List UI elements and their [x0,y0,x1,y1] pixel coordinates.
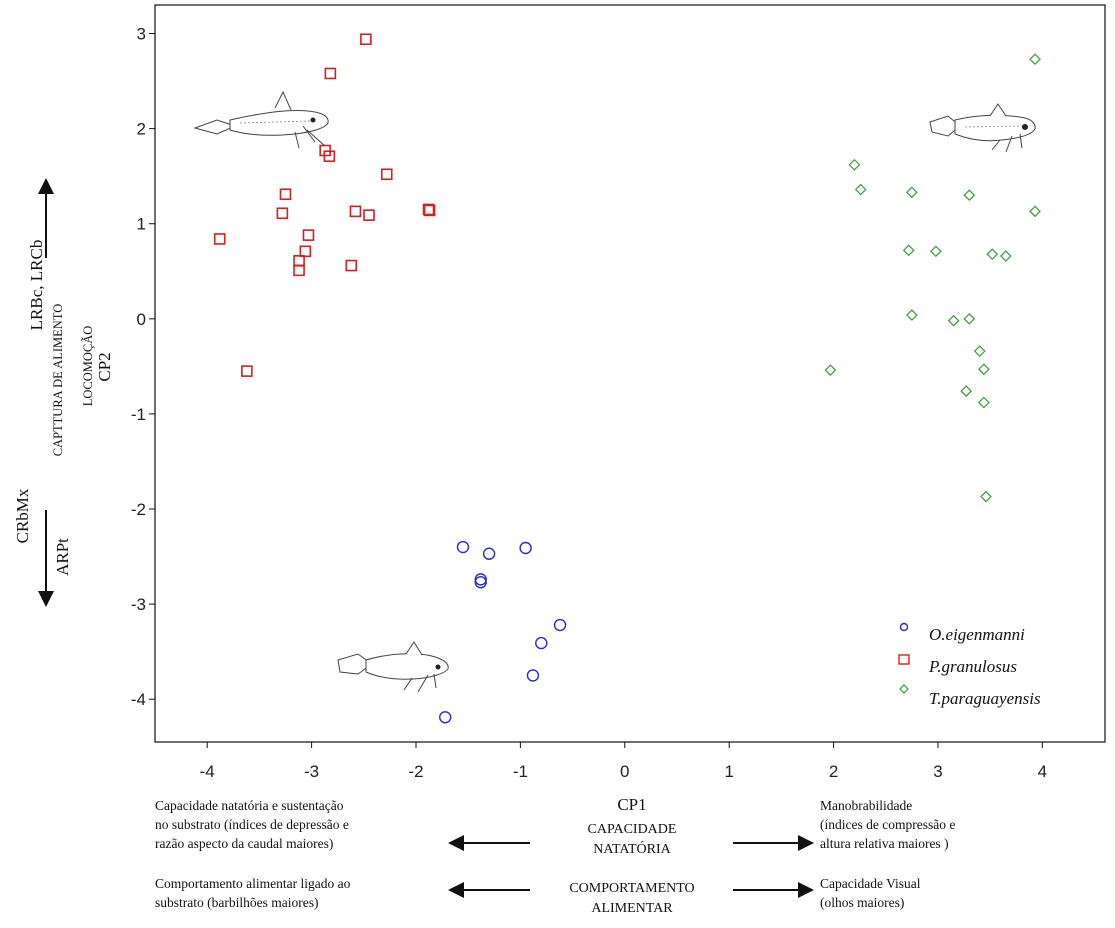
point-t-paraguayensis [930,245,942,258]
point-o-eigenmanni [519,541,532,555]
legend-label-o-eigenmanni: O.eigenmanni [929,625,1025,644]
point-t-paraguayensis [848,158,861,171]
point-p-granulosus [423,204,436,217]
point-o-eigenmanni [456,540,470,554]
x-alimentar-line2: ALIMENTAR [591,901,673,916]
point-p-granulosus [360,33,372,46]
point-o-eigenmanni [474,573,487,586]
y-axis-labels: LRBc, LRCb CAPTTURA DE ALIMENTO LOCOMOÇÃ… [13,178,114,607]
x-natatoria-line2: NATATÓRIA [593,842,671,857]
y-tick-label: 0 [137,310,146,329]
y-captura-label: CAPTTURA DE ALIMENTO [51,304,65,457]
y-tick-label: 3 [137,25,146,44]
x-tick-label: 2 [829,762,838,781]
y-tick-label: -3 [131,595,146,614]
point-o-eigenmanni [526,669,540,682]
catfish-icon-green-group [929,103,1036,153]
axis-ticks: -4 -3 -2 -1 0 1 2 3 4 3 2 1 0 -1 -2 -3 -4 [131,25,1047,781]
x-tick-label: 3 [933,762,942,781]
y-tick-label: 2 [137,120,146,139]
point-t-paraguayensis [902,244,915,257]
legend-marker-t-paraguayensis [899,684,909,694]
x-tick-label: 4 [1038,762,1047,781]
point-t-paraguayensis [906,309,918,321]
x-axis-arrows [448,835,814,898]
point-p-granulosus [213,233,226,245]
point-t-paraguayensis [978,396,990,409]
y-tick-label: -1 [131,405,146,424]
point-p-granulosus [324,67,337,80]
x-tick-label: -4 [200,762,215,781]
y-axis-title: CP2 [95,352,114,381]
x-tick-label: -3 [304,762,319,781]
point-p-granulosus [302,229,315,241]
catfish-icon-red-group [193,90,329,149]
point-p-granulosus [380,168,393,181]
point-t-paraguayensis [1029,205,1041,218]
point-o-eigenmanni [535,636,548,650]
note-swimming-capacity: Capacidade natatória e sustentação no su… [155,798,349,851]
x-tick-label: 0 [620,762,629,781]
y-tick-label: -2 [131,500,146,519]
point-p-granulosus [363,209,375,221]
legend-marker-o-eigenmanni [899,622,909,632]
point-t-paraguayensis [973,345,986,358]
point-t-paraguayensis [1029,53,1041,66]
point-t-paraguayensis [978,363,990,376]
y-bottom-label-1: CRbMx [13,488,32,543]
point-t-paraguayensis [854,183,867,196]
note-visual-capacity: Capacidade Visual (olhos maiores) [820,876,921,910]
legend-label-t-paraguayensis: T.paraguayensis [929,689,1041,708]
plot-frame [154,4,1106,743]
point-t-paraguayensis [963,312,976,325]
catfish-icon-blue-group [337,641,449,693]
point-o-eigenmanni [553,618,567,632]
point-t-paraguayensis [986,248,999,261]
note-maneuverability: Manobrabilidade (índices de compressão e… [820,798,956,851]
y-top-arrow-label: LRBc, LRCb [27,240,46,331]
point-t-paraguayensis [963,189,976,202]
point-t-paraguayensis [960,385,973,397]
point-t-paraguayensis [824,364,837,377]
legend-label-p-granulosus: P.granulosus [928,657,1017,676]
point-p-granulosus [345,259,358,272]
legend-marker-p-granulosus [898,654,910,665]
point-p-granulosus [279,188,292,201]
point-o-eigenmanni [474,576,487,589]
note-feeding-behaviour: Comportamento alimentar ligado ao substr… [155,876,351,910]
point-p-granulosus [293,255,305,267]
x-alimentar-line1: COMPORTAMENTO [569,881,695,896]
point-p-granulosus [293,264,305,277]
y-tick-label: -4 [131,690,146,709]
x-tick-label: 1 [724,762,733,781]
x-tick-label: -2 [408,762,423,781]
point-p-granulosus [422,203,435,216]
point-o-eigenmanni [482,547,496,560]
point-o-eigenmanni [439,711,452,724]
x-natatoria-line1: CAPACIDADE [587,822,677,837]
y-tick-label: 1 [137,215,146,234]
point-t-paraguayensis [947,314,960,327]
x-axis-title: CP1 [617,795,647,814]
point-p-granulosus [323,150,336,163]
point-p-granulosus [241,365,253,377]
legend: O.eigenmanni P.granulosus T.paraguayensi… [898,622,1041,708]
point-p-granulosus [276,207,289,220]
point-p-granulosus [299,245,312,258]
x-tick-label: -1 [513,762,528,781]
y-bottom-label-2: ARPt [53,538,72,576]
point-t-paraguayensis [906,186,918,199]
point-p-granulosus [349,205,362,218]
point-t-paraguayensis [999,250,1012,262]
data-points [213,33,1041,724]
y-locomocao-label: LOCOMOÇÃO [81,326,95,407]
point-t-paraguayensis [980,490,992,503]
